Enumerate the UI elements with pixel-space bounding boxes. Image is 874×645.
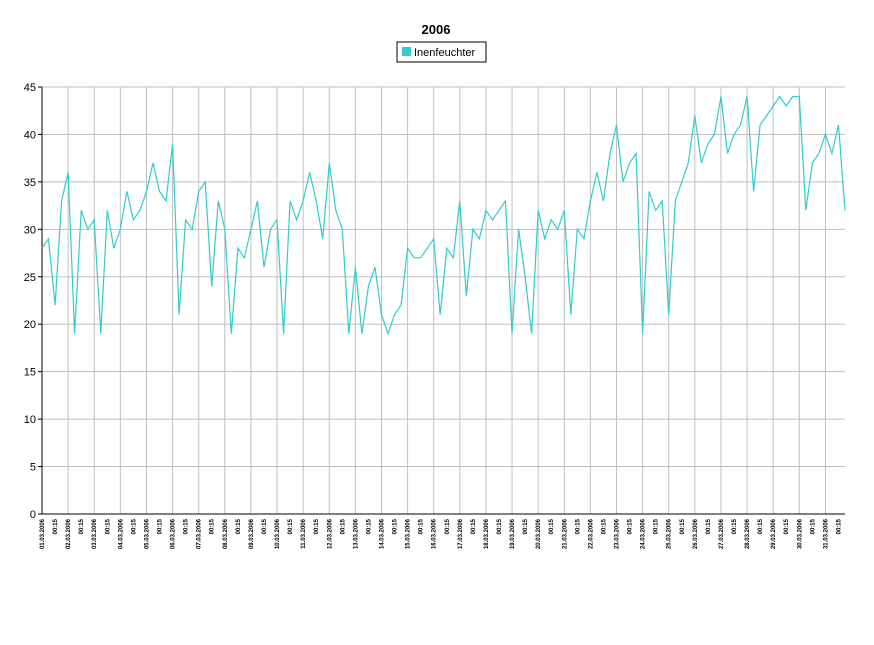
x-tick-label: 12.03.2006 [327, 518, 333, 549]
x-tick-label: 00:15 [549, 518, 555, 534]
y-tick-label: 0 [30, 509, 36, 521]
x-tick-label: 23.03.2006 [615, 518, 621, 549]
x-tick-label: 00:15 [79, 518, 85, 534]
x-tick-label: 20.03.2006 [536, 518, 542, 549]
x-tick-label: 28.03.2006 [745, 518, 751, 549]
x-tick-label: 00:15 [758, 518, 764, 534]
x-tick-label: 00:15 [314, 518, 320, 534]
x-tick-label: 00:15 [131, 518, 137, 534]
x-tick-label: 11.03.2006 [301, 518, 307, 548]
y-tick-label: 25 [24, 272, 36, 284]
x-tick-label: 07.03.2006 [197, 518, 203, 549]
x-tick-label: 00:15 [601, 518, 607, 534]
x-tick-label: 00:15 [393, 518, 399, 534]
y-tick-label: 20 [24, 319, 36, 331]
x-tick-label: 00:15 [471, 518, 477, 534]
x-tick-label: 27.03.2006 [719, 518, 725, 549]
x-tick-label: 00:15 [366, 518, 372, 534]
x-tick-label: 10.03.2006 [275, 518, 281, 549]
x-tick-label: 09.03.2006 [249, 518, 255, 549]
y-tick-label: 30 [24, 224, 36, 236]
x-tick-label: 02.03.2006 [66, 518, 72, 549]
x-tick-label: 05.03.2006 [144, 518, 150, 549]
x-tick-label: 08.03.2006 [223, 518, 229, 549]
x-tick-label: 00:15 [184, 518, 190, 534]
x-tick-label: 00:15 [236, 518, 242, 534]
x-tick-label: 03.03.2006 [92, 518, 98, 549]
x-tick-label: 22.03.2006 [588, 518, 594, 549]
x-tick-label: 25.03.2006 [667, 518, 673, 549]
x-tick-label: 00:15 [628, 518, 634, 534]
x-tick-label: 24.03.2006 [641, 518, 647, 549]
x-tick-label: 00:15 [523, 518, 529, 534]
series-line [41, 95, 846, 336]
y-tick-label: 35 [24, 177, 36, 189]
legend-label: Inenfeuchter [414, 47, 475, 59]
legend-box [396, 41, 487, 63]
x-tick-label: 00:15 [784, 518, 790, 534]
x-tick-label: 00:15 [680, 518, 686, 534]
y-tick-label: 15 [24, 367, 36, 379]
x-tick-label: 14.03.2006 [379, 518, 385, 549]
x-tick-label: 00:15 [445, 518, 451, 534]
x-tick-label: 00:15 [105, 518, 111, 534]
x-tick-label: 00:15 [732, 518, 738, 534]
x-tick-label: 00:15 [575, 518, 581, 534]
y-tick-label: 45 [24, 82, 36, 94]
x-tick-label: 01.03.2006 [40, 518, 46, 549]
x-tick-label: 26.03.2006 [693, 518, 699, 549]
x-tick-label: 00:15 [654, 518, 660, 534]
x-tick-label: 18.03.2006 [484, 518, 490, 549]
x-tick-label: 16.03.2006 [432, 518, 438, 549]
x-tick-label: 00:15 [210, 518, 216, 534]
x-tick-label: 15.03.2006 [406, 518, 412, 549]
x-tick-label: 00:15 [158, 518, 164, 534]
x-tick-label: 00:15 [810, 518, 816, 534]
x-tick-label: 00:15 [288, 518, 294, 534]
x-tick-label: 17.03.2006 [458, 518, 464, 549]
y-tick-label: 40 [24, 129, 36, 141]
x-tick-label: 00:15 [53, 518, 59, 534]
x-tick-label: 06.03.2006 [171, 518, 177, 549]
x-tick-label: 30.03.2006 [797, 518, 803, 549]
x-tick-label: 04.03.2006 [118, 518, 124, 549]
y-tick-label: 5 [30, 462, 36, 474]
x-tick-label: 00:15 [262, 518, 268, 534]
x-tick-label: 21.03.2006 [562, 518, 568, 549]
x-tick-label: 00:15 [497, 518, 503, 534]
x-tick-label: 00:15 [836, 518, 842, 534]
x-tick-label: 00:15 [419, 518, 425, 534]
x-tick-label: 13.03.2006 [353, 518, 359, 549]
x-tick-label: 00:15 [706, 518, 712, 534]
legend-swatch [402, 47, 411, 56]
x-tick-label: 00:15 [340, 518, 346, 534]
x-tick-label: 19.03.2006 [510, 518, 516, 549]
x-tick-label: 31.03.2006 [823, 518, 829, 549]
chart-title: 2006 [422, 22, 451, 37]
y-tick-label: 10 [24, 414, 36, 426]
x-tick-label: 29.03.2006 [771, 518, 777, 549]
